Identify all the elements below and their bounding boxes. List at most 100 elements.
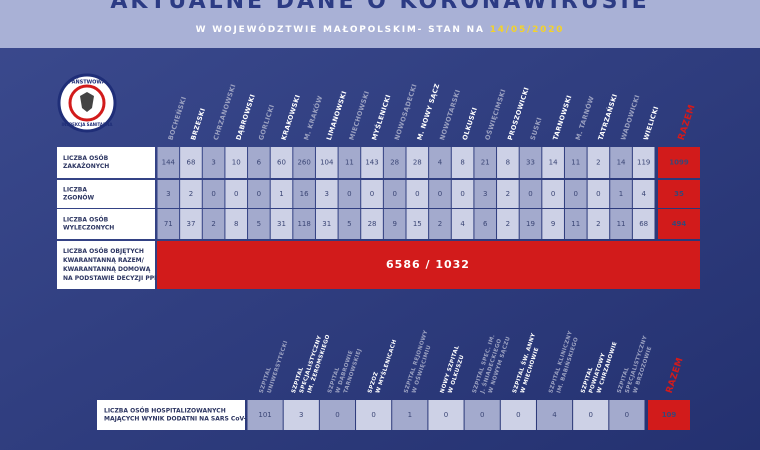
cell-value: 0 [211,190,215,198]
cell-value: 6 [483,220,488,228]
cell [361,180,383,208]
cell [361,209,383,239]
cell [519,209,542,239]
cell-value: 0 [415,190,419,198]
cell [451,180,474,208]
cell [632,147,655,178]
cell [157,209,180,239]
cell-value: 0 [480,411,484,419]
cell [406,180,429,208]
cell [406,147,429,178]
cell-value: 28 [413,159,422,167]
cell-value: 0 [392,190,396,198]
cell [383,147,406,178]
cell-value: 0 [335,411,339,419]
cell-value: 0 [371,411,375,419]
cell [180,209,202,239]
cell-value: 3 [211,159,215,167]
cell-value: 8 [234,220,238,228]
cell [270,209,293,239]
cell-value: 31 [322,220,331,228]
cell [587,147,610,178]
cell [392,400,428,430]
cell-value: 0 [516,411,520,419]
cell-value: 16 [300,190,309,198]
cell-value: 0 [625,411,629,419]
cell-value: 0 [438,190,442,198]
cell-value: 15 [413,220,422,228]
cell [383,209,406,239]
cell-value: 0 [257,190,261,198]
cell-value: 14 [617,159,626,167]
cell [609,400,645,430]
cell-value: 9 [392,220,396,228]
row-label-cell [57,209,155,239]
cell-value: 11 [571,159,580,167]
cell [500,400,536,430]
cell [474,180,497,208]
cell-value: 4 [552,411,557,419]
cell [564,180,587,208]
cell-value: 1 [408,411,412,419]
cell [429,209,451,239]
cell [180,147,202,178]
cell-value: 60 [277,159,286,167]
cell-value: 0 [234,190,238,198]
cell-value: 11 [571,220,580,228]
total-cell [658,180,700,208]
quarantine-cell [157,241,700,289]
quarantine-value: 6586 / 1032 [386,258,470,271]
cell [248,180,270,208]
row-label-cell [57,241,155,289]
cell [248,209,270,239]
cell-value: 118 [297,220,310,228]
cell [474,209,497,239]
cell [474,147,497,178]
cell [283,400,319,430]
cell-value: 2 [596,220,600,228]
cell-value: 31 [277,220,286,228]
cell-value: 9 [551,220,555,228]
cell [225,147,248,178]
total-cell [658,209,700,239]
title: AKTUALNE DANE O KORONAWIRUSIE [110,0,649,14]
cell [519,180,542,208]
logo-text: INSPEKCJA SANITARNA [61,122,113,127]
cell [542,209,564,239]
cell-value: 144 [162,159,176,167]
cell-value: 0 [460,190,464,198]
cell-value: 101 [258,411,271,419]
row-label-cell [57,180,155,208]
row-label: LICZBA OSÓB HOSPITALIZOWANYCH [104,408,226,415]
cell [338,180,361,208]
row-label: LICZBA OSÓB [63,217,109,224]
cell-value: 10 [232,159,241,167]
cell-value: 143 [365,159,378,167]
cell-value: 0 [574,190,578,198]
cell-value: 0 [347,190,351,198]
date: 14/05/2020 [490,25,565,35]
cell-value: 19 [526,220,535,228]
cell-value: 5 [257,220,261,228]
cell [429,147,451,178]
cell-value: 4 [460,220,465,228]
cell [451,209,474,239]
header-band [0,0,760,48]
cell [632,209,655,239]
logo: PAŃSTWOWA INSPEKCJA SANITARNA [57,73,117,133]
cell [157,180,180,208]
cell [428,400,464,430]
cell-value: 28 [368,220,377,228]
cell [180,180,202,208]
cell [383,180,406,208]
cell-value: 5 [347,220,351,228]
total-value: 494 [672,220,687,228]
cell [610,209,632,239]
logo-eagle [80,92,94,112]
row-label: KWARANTANNĄ RAZEM/ [63,257,145,264]
row-label: NA PODSTAWIE DECYZJI PPIS [63,275,161,282]
cell [315,147,338,178]
cell-value: 11 [345,159,354,167]
cell [519,147,542,178]
